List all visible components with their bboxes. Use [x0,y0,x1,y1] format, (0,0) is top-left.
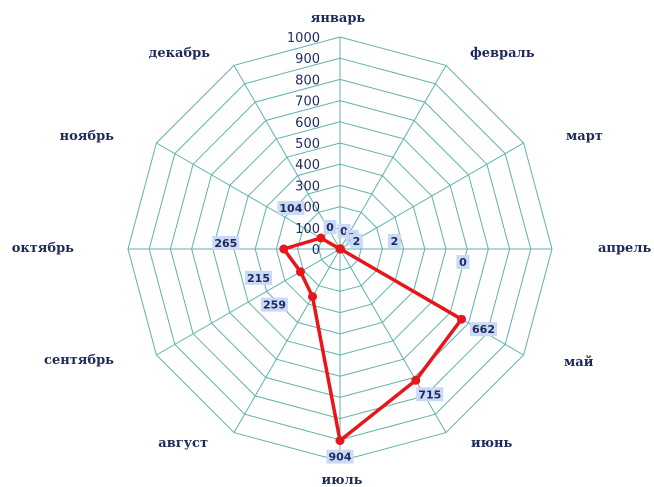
data-label-апрель-bg [387,234,401,248]
category-label-5: май [564,355,594,370]
tick-label: 900 [295,52,320,67]
data-label-май-bg [470,322,497,337]
data-point-август [308,292,317,302]
category-label-2: февраль [470,46,535,61]
data-label-июль: 904 [329,451,352,464]
grid-spoke [233,248,341,433]
data-label-март: 2 [353,235,361,248]
category-label-10: октябрь [12,241,74,256]
data-point-июнь [411,375,421,385]
grid-spoke [339,248,447,433]
category-label-9: сентябрь [44,353,114,368]
data-label-октябрь-bg [212,236,240,250]
data-label-декабрь: 0 [326,221,334,234]
category-label-7: июль [322,473,363,487]
data-label-сентябрь-bg [245,270,272,285]
data-label-август: 259 [263,299,286,312]
category-labels: январь февраль март апрель май июнь июль август… [12,11,652,487]
data-label-апрель: 2 [391,235,399,248]
data-point-октябрь [279,244,289,254]
data-label-май: 662 [472,323,495,336]
data-point-июль [335,436,345,446]
tick-label: 100 [295,222,320,237]
data-label-ноябрь: 104 [279,202,302,215]
data-point-май [457,314,466,324]
radar-grid [127,36,553,462]
data-label-ноябрь-bg [277,201,305,215]
data-point-сентябрь [296,267,305,277]
tick-label: 300 [295,179,320,194]
data-point-ноябрь [316,233,326,243]
data-label-сентябрь: 215 [247,272,270,285]
grid-spoke [339,142,524,250]
grid-spoke [233,65,341,250]
grid-spoke [156,248,341,356]
tick-label: 600 [295,116,320,131]
data-point-декабрь [335,244,345,254]
tick-label: 0 [312,243,320,258]
tick-label: 500 [295,137,320,152]
data-labels: 012266271590425921526510400 [212,201,497,464]
grid-spoke [339,65,447,250]
data-label-extra: 0 [459,256,467,269]
category-label-12: декабрь [149,46,211,61]
category-label-3: март [566,129,603,144]
category-label-6: июнь [471,436,512,451]
data-label-октябрь: 265 [214,237,237,250]
data-label-июнь: 715 [418,388,441,401]
category-label-8: август [158,436,208,451]
tick-label: 700 [295,95,320,110]
data-label-декабрь-bg [323,220,337,234]
tick-label: 400 [295,158,320,173]
series-line-layer [279,233,466,446]
data-label-август-bg [261,297,288,312]
tick-label: 1000 [287,31,320,46]
data-label-июль-bg [326,449,354,464]
data-label-июнь-bg [416,387,444,402]
category-label-4: апрель [598,241,651,256]
data-label-март-bg [349,233,363,248]
category-label-1: январь [311,11,366,26]
data-label-январь: 0 [340,225,348,238]
tick-label: 800 [295,73,320,88]
data-label-extra-bg [456,255,470,269]
grid-spoke [156,142,341,250]
category-label-11: ноябрь [60,129,115,144]
